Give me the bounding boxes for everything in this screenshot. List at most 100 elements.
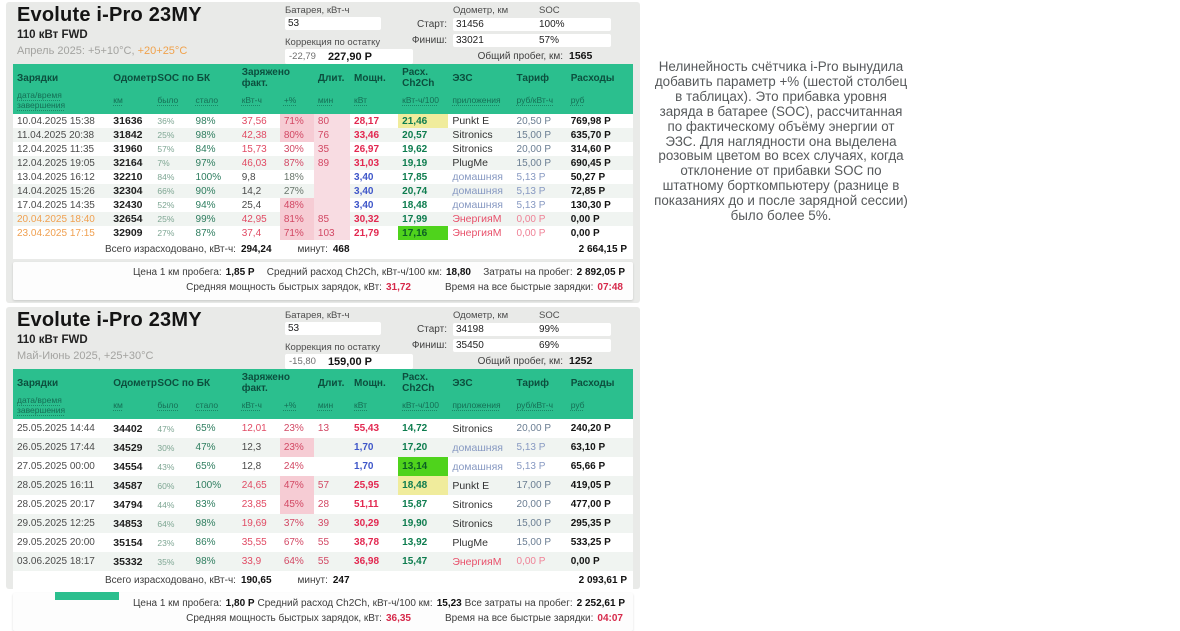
cell-charged-percent: 80% bbox=[279, 128, 314, 142]
cell-power: 33,46 bbox=[354, 129, 380, 141]
cell-date: 28.05.2025 16:11 bbox=[17, 480, 95, 491]
correction-label: Коррекция по остатку bbox=[285, 37, 381, 48]
cell-duration: 103 bbox=[313, 226, 351, 240]
cell-consumption: 18,48 bbox=[398, 476, 449, 495]
column-subheader: руб/кВт-ч bbox=[512, 89, 567, 114]
fast-charge-time: Время на все быстрые зарядки: 07:48 bbox=[444, 282, 623, 293]
finish-values-cell[interactable]: 33021 57% bbox=[453, 34, 611, 47]
spent-value: 294,24 bbox=[240, 244, 272, 255]
cell-consumption: 17,85 bbox=[402, 171, 428, 183]
next-table-peek bbox=[55, 592, 119, 600]
correction-cell[interactable]: -22,79 227,90 Р bbox=[285, 49, 413, 64]
cell-station: PlugMe bbox=[452, 536, 488, 549]
cell-soc-was: 25% bbox=[157, 130, 175, 140]
finish-values-cell[interactable]: 35450 69% bbox=[453, 339, 611, 352]
cell-soc-became: 87% bbox=[195, 227, 216, 239]
charge-session-row: 25.05.2025 14:44 34402 47% 65% 12,01 23% 13 55,… bbox=[13, 419, 633, 438]
cell-duration bbox=[313, 184, 351, 198]
correction-cell[interactable]: -15,80 159,00 Р bbox=[285, 354, 413, 369]
finish-label: Финиш: bbox=[411, 35, 447, 46]
cell-consumption: 19,90 bbox=[402, 518, 428, 529]
avg-fast-power: Средняя мощность быстрых зарядок, кВт: 31… bbox=[186, 282, 411, 293]
cell-duration: 89 bbox=[313, 156, 351, 170]
start-values-cell[interactable]: 31456 100% bbox=[453, 18, 611, 31]
cell-soc-was: 44% bbox=[157, 499, 175, 510]
cell-cost: 65,66 Р bbox=[570, 461, 606, 472]
cell-consumption: 17,16 bbox=[398, 226, 449, 240]
cell-power: 51,11 bbox=[354, 499, 379, 510]
cell-cost: 769,98 Р bbox=[570, 115, 611, 127]
odometer-column-label: Одометр, км bbox=[453, 310, 509, 321]
cell-odometer: 32430 bbox=[113, 199, 143, 211]
cell-soc-was: 30% bbox=[157, 442, 175, 453]
column-subheader: руб bbox=[566, 394, 633, 419]
charge-session-row: 12.04.2025 19:05 32164 7% 97% 46,03 87% 89 31,0… bbox=[13, 156, 633, 170]
cell-charged-kwh: 33,9 bbox=[241, 556, 262, 567]
column-subheader: приложения bbox=[448, 89, 513, 114]
total-mileage-label: Общий пробег, км: bbox=[477, 51, 563, 62]
cell-odometer: 32164 bbox=[113, 157, 143, 169]
cell-date: 27.05.2025 00:00 bbox=[17, 461, 95, 472]
charge-session-row: 14.04.2025 15:26 32304 66% 90% 14,2 27% 3,40 20… bbox=[13, 184, 633, 198]
cell-soc-was: 60% bbox=[157, 480, 175, 491]
minutes-value: 247 bbox=[332, 575, 350, 586]
cell-soc-was: 57% bbox=[157, 144, 175, 154]
cell-odometer: 34554 bbox=[113, 460, 143, 473]
column-header: Тариф bbox=[512, 64, 567, 89]
cell-charged-percent: 45% bbox=[279, 495, 314, 514]
totals-line: Всего израсходовано, кВт-ч: 190,65 минут:… bbox=[13, 571, 633, 590]
charge-session-row: 23.04.2025 17:15 32909 27% 87% 37,4 71% 103 21,… bbox=[13, 226, 633, 240]
season-label: Апрель 2025: +5+10°C, +20+25°C bbox=[17, 45, 187, 57]
cell-tariff: 0,00 Р bbox=[516, 556, 546, 567]
season-highlight: +20+25°C bbox=[137, 45, 188, 57]
column-header: Расх. Ch2Ch bbox=[398, 64, 449, 89]
column-header: SOC по БК bbox=[153, 64, 238, 89]
charge-session-row: 26.05.2025 17:44 34529 30% 47% 12,3 23% 1,70 17… bbox=[13, 438, 633, 457]
cell-soc-was: 35% bbox=[157, 556, 175, 567]
cell-tariff: 5,13 Р bbox=[516, 171, 546, 183]
odometer-column-label: Одометр, км bbox=[453, 5, 509, 16]
cell-consumption: 20,57 bbox=[402, 129, 428, 141]
cell-duration: 57 bbox=[317, 480, 330, 491]
cell-charged-percent: 67% bbox=[283, 537, 304, 548]
cell-station: Sitronics bbox=[452, 129, 493, 141]
cell-date: 28.05.2025 20:17 bbox=[17, 499, 95, 510]
correction-value: -15,80 bbox=[289, 356, 316, 367]
cell-consumption: 21,46 bbox=[398, 114, 449, 128]
column-subheader: кВт-ч bbox=[237, 394, 280, 419]
battery-value-cell[interactable]: 53 bbox=[285, 17, 381, 30]
report-header: Evolute i-Pro 23MY 110 кВт FWD Май-Июнь … bbox=[13, 307, 633, 369]
cell-tariff: 5,13 Р bbox=[516, 199, 546, 211]
cell-charged-kwh: 9,8 bbox=[241, 171, 256, 183]
cell-station: домашняя bbox=[452, 171, 503, 183]
cell-station: ЭнергияМ bbox=[452, 227, 502, 239]
cell-charged-percent: 37% bbox=[283, 518, 304, 529]
cell-charged-kwh: 24,65 bbox=[241, 480, 267, 491]
cell-soc-was: 23% bbox=[157, 537, 175, 548]
cell-date: 03.06.2025 18:17 bbox=[17, 556, 95, 567]
cell-duration bbox=[314, 438, 350, 457]
cell-odometer: 32210 bbox=[113, 171, 143, 183]
charge-session-row: 13.04.2025 16:12 32210 84% 100% 9,8 18% 3,40 17… bbox=[13, 170, 633, 184]
avg-fast-power: Средняя мощность быстрых зарядок, кВт: 36… bbox=[186, 613, 411, 624]
cell-power: 3,40 bbox=[354, 199, 374, 211]
column-subheader: дата/время завершения bbox=[13, 394, 110, 419]
vehicle-spec: 110 кВт FWD bbox=[17, 29, 88, 41]
cell-cost: 0,00 Р bbox=[570, 213, 600, 225]
cell-date: 12.04.2025 19:05 bbox=[17, 157, 95, 169]
minutes-value: 468 bbox=[332, 244, 350, 255]
cell-soc-was: 64% bbox=[157, 518, 175, 529]
charge-session-row: 29.05.2025 20:00 35154 23% 86% 35,55 67% 55 38,… bbox=[13, 533, 633, 552]
cell-consumption: 18,48 bbox=[402, 199, 428, 211]
battery-value-cell[interactable]: 53 bbox=[285, 322, 381, 335]
cell-charged-kwh: 42,95 bbox=[241, 213, 267, 225]
cell-soc-was: 27% bbox=[157, 228, 175, 238]
start-values-cell[interactable]: 34198 99% bbox=[453, 323, 611, 336]
column-header: Тариф bbox=[512, 369, 567, 394]
season-label: Май-Июнь 2025, +25+30°C bbox=[17, 350, 153, 362]
report-panel-may-june: Evolute i-Pro 23MY 110 кВт FWD Май-Июнь … bbox=[6, 307, 640, 631]
cell-charged-percent: 27% bbox=[283, 185, 304, 197]
column-subheader: +% bbox=[279, 89, 314, 114]
column-header: Зарядки bbox=[13, 64, 110, 89]
start-odometer: 34198 bbox=[456, 324, 484, 335]
